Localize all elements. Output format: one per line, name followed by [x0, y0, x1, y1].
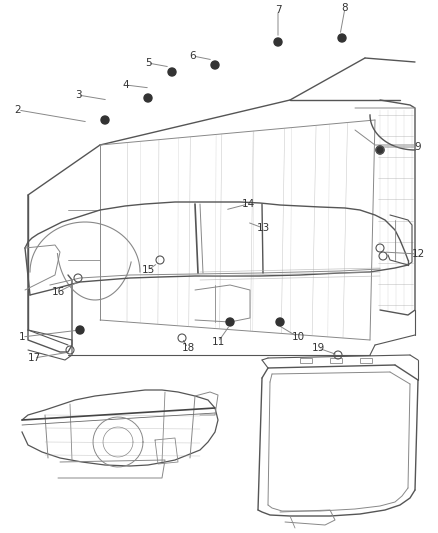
Text: 17: 17: [27, 353, 41, 363]
Text: 4: 4: [123, 80, 129, 90]
Text: 14: 14: [241, 199, 254, 209]
Bar: [300, 358, 312, 363]
Circle shape: [274, 38, 282, 46]
Circle shape: [338, 34, 346, 42]
Text: 9: 9: [415, 142, 421, 152]
Text: 16: 16: [51, 287, 65, 297]
Circle shape: [276, 318, 284, 326]
Text: 1: 1: [19, 332, 25, 342]
Text: 19: 19: [311, 343, 325, 353]
Text: 15: 15: [141, 265, 155, 275]
Text: 5: 5: [145, 58, 151, 68]
Text: 7: 7: [275, 5, 281, 15]
Text: 10: 10: [291, 332, 304, 342]
Text: 8: 8: [342, 3, 348, 13]
Circle shape: [376, 146, 384, 154]
Text: 2: 2: [15, 105, 21, 115]
Text: 3: 3: [75, 90, 81, 100]
Text: 12: 12: [411, 249, 424, 259]
Circle shape: [144, 94, 152, 102]
Bar: [360, 358, 372, 363]
Text: 6: 6: [190, 51, 196, 61]
Circle shape: [76, 326, 84, 334]
Circle shape: [226, 318, 234, 326]
Text: 13: 13: [256, 223, 270, 233]
Bar: [330, 358, 342, 363]
Circle shape: [101, 116, 109, 124]
Circle shape: [211, 61, 219, 69]
Circle shape: [168, 68, 176, 76]
Text: 11: 11: [212, 337, 225, 347]
Text: 18: 18: [181, 343, 194, 353]
